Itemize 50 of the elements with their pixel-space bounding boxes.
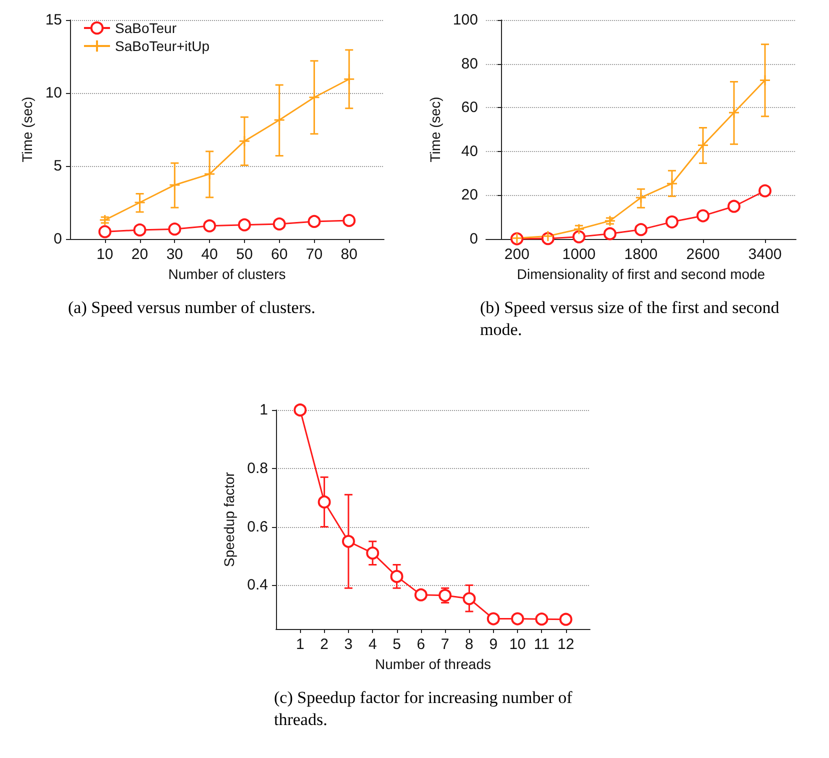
y-tick-label: 0.8 — [247, 460, 268, 477]
x-tick-label: 8 — [465, 636, 474, 653]
x-tick-label: 10 — [96, 246, 114, 263]
y-tick-label: 20 — [461, 186, 478, 204]
y-tick-label: 0 — [470, 230, 478, 248]
x-tick-label: 200 — [504, 246, 530, 263]
x-tick-label: 3400 — [748, 246, 782, 263]
x-tick-label: 40 — [201, 246, 218, 263]
y-tick-label: 40 — [461, 142, 478, 160]
x-tick-label: 4 — [368, 636, 377, 653]
x-tick-label: 1 — [296, 636, 304, 653]
x-axis-title: Number of clusters — [168, 266, 286, 282]
y-tick-label: 15 — [45, 12, 62, 28]
y-tick-label: 100 — [452, 12, 478, 28]
x-axis-title: Number of threads — [375, 656, 491, 672]
x-tick-label: 70 — [306, 246, 323, 263]
y-axis-title: Speedup factor — [221, 472, 238, 567]
y-axis-title: Time (sec) — [19, 96, 35, 162]
text: (a) Speed versus number of clusters. — [68, 297, 316, 319]
x-tick-label: 2600 — [686, 246, 720, 263]
x-tick-label: 60 — [270, 246, 288, 263]
y-axis-title: Time (sec) — [427, 96, 443, 162]
legend-label: SaBoTeur — [115, 20, 177, 36]
y-tick-label: 1 — [260, 402, 268, 418]
y-tick-label: 5 — [54, 158, 62, 174]
x-tick-label: 10 — [509, 636, 526, 653]
x-axis-title: Dimensionality of first and second mode — [516, 266, 766, 282]
x-tick-label: 6 — [416, 636, 426, 653]
x-tick-label: 11 — [534, 636, 550, 653]
x-tick-label: 1800 — [624, 246, 658, 263]
text: (c) Speedup factor for increasing number of threads. — [274, 687, 574, 732]
x-tick-label: 80 — [340, 246, 358, 263]
x-tick-label: 12 — [558, 636, 574, 653]
x-tick-label: 30 — [166, 246, 184, 263]
x-tick-label: 20 — [131, 246, 148, 263]
y-tick-label: 0.4 — [247, 576, 268, 594]
x-tick-label: 9 — [489, 636, 498, 653]
x-tick-label: 1000 — [562, 246, 596, 263]
text: (b) Speed versus size of the first and second mode. — [480, 297, 780, 342]
x-tick-label: 50 — [236, 246, 253, 263]
x-tick-label: 3 — [344, 636, 353, 653]
x-tick-label: 5 — [392, 636, 401, 653]
y-tick-label: 80 — [461, 55, 478, 72]
legend-label: SaBoTeur+itUp — [115, 38, 210, 54]
y-tick-label: 60 — [461, 99, 478, 116]
y-tick-label: 0 — [54, 230, 62, 248]
x-tick-label: 2 — [320, 636, 328, 653]
x-tick-label: 7 — [440, 636, 450, 653]
y-tick-label: 10 — [45, 84, 62, 102]
y-tick-label: 0.6 — [247, 518, 268, 536]
